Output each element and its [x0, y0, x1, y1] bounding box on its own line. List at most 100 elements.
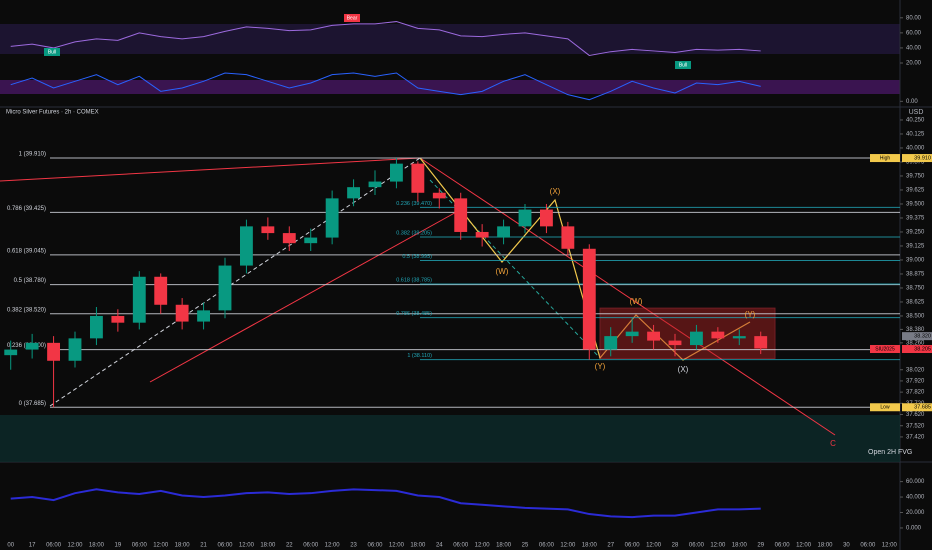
- x-tick-label: 12:00: [710, 543, 726, 549]
- x-tick-label: 18:00: [410, 543, 426, 549]
- trend-line: [10, 488, 761, 519]
- stoch-band: [0, 80, 900, 94]
- y-tick-label: 40.000: [906, 495, 925, 501]
- candle-body: [90, 315, 103, 339]
- candle-body: [497, 226, 510, 238]
- price-badge-tag: [870, 154, 900, 163]
- x-tick-label: 17: [29, 543, 36, 549]
- x-tick-label: 06:00: [453, 543, 469, 549]
- candle-body: [175, 304, 189, 322]
- price-badge: [902, 332, 932, 341]
- price-badge: [902, 345, 932, 354]
- price-badge-tag-label: High: [880, 155, 891, 161]
- fib-label: 1 (38.110): [407, 353, 432, 359]
- signal-box: [344, 14, 360, 22]
- x-tick-label: 30: [843, 543, 850, 549]
- candle-body: [111, 315, 125, 323]
- candle-body: [540, 209, 553, 227]
- y-tick-label: 38.260: [906, 340, 925, 346]
- candle-body: [218, 265, 232, 311]
- candle-body: [647, 331, 660, 341]
- y-tick-label: 38.380: [906, 327, 925, 333]
- y-tick-label: 39.500: [906, 202, 925, 208]
- signal-box: [675, 61, 691, 69]
- x-tick-label: 00: [7, 543, 14, 549]
- x-tick-label: 06:00: [625, 543, 641, 549]
- x-tick-label: 12:00: [67, 543, 83, 549]
- y-tick-label: 37.520: [906, 423, 925, 429]
- price-badge-label: 38.205: [914, 346, 931, 352]
- candle-body: [754, 336, 768, 349]
- candle-body: [4, 349, 18, 356]
- y-tick-label: 40.000: [906, 146, 925, 152]
- y-tick-label: 39.750: [906, 174, 925, 180]
- x-tick-label: 12:00: [796, 543, 812, 549]
- x-tick-label: 21: [200, 543, 207, 549]
- x-tick-label: 06:00: [303, 543, 319, 549]
- y-tick-label: 39.625: [906, 188, 925, 194]
- trendline: [429, 179, 601, 359]
- y-tick-label: 39.875: [906, 160, 925, 166]
- y-tick-label: 60.000: [906, 479, 925, 485]
- candle-body: [390, 163, 403, 182]
- candle-body: [732, 336, 746, 339]
- candle-body: [261, 226, 275, 234]
- y-tick-label: 40.125: [906, 132, 925, 138]
- x-tick-label: 12:00: [325, 543, 341, 549]
- fib-label: 0.382 (38.520): [7, 307, 46, 313]
- x-tick-label: 12:00: [560, 543, 576, 549]
- trendline: [49, 157, 421, 407]
- candle-body: [325, 198, 339, 238]
- chart-title: Micro Silver Futures · 2h · COMEX: [6, 110, 99, 116]
- y-tick-label: 37.820: [906, 390, 925, 396]
- x-tick-label: 06:00: [46, 543, 62, 549]
- fib-label: 0.618 (38.785): [396, 278, 432, 284]
- y-tick-label: 20.00: [906, 61, 922, 67]
- x-tick-label: 18:00: [817, 543, 833, 549]
- x-tick-label: 06:00: [132, 543, 148, 549]
- fib-label: 0.236 (39.470): [396, 201, 432, 207]
- currency: USD: [909, 109, 924, 116]
- y-tick-label: 60.00: [906, 30, 922, 36]
- trendline: [419, 157, 836, 436]
- candle-body: [47, 342, 60, 361]
- x-tick-label: 12:00: [646, 543, 662, 549]
- candle-body: [668, 340, 682, 346]
- price-badge-tag: [870, 345, 900, 354]
- candle-body: [411, 163, 425, 193]
- y-tick-label: 0.000: [906, 526, 922, 532]
- x-tick-label: 12:00: [239, 543, 255, 549]
- y-tick-label: 37.420: [906, 435, 925, 441]
- x-tick-label: 18:00: [260, 543, 276, 549]
- x-tick-label: 27: [607, 543, 614, 549]
- wave-label: (X): [550, 187, 561, 196]
- x-tick-label: 12:00: [389, 543, 405, 549]
- y-tick-label: 39.000: [906, 258, 925, 264]
- candle-body: [368, 181, 382, 188]
- fvg-area: [0, 415, 900, 462]
- x-tick-label: 18:00: [89, 543, 105, 549]
- y-tick-label: 20.000: [906, 510, 925, 516]
- price-badge: [902, 154, 932, 163]
- wave-label: (Y): [595, 362, 606, 371]
- candle-body: [432, 192, 446, 199]
- signal-label: Bull: [679, 62, 687, 68]
- price-badge-label: 39.910: [914, 156, 931, 162]
- x-tick-label: 23: [350, 543, 357, 549]
- candle-body: [711, 331, 725, 339]
- x-tick-label: 18:00: [496, 543, 512, 549]
- wave-label: (W): [496, 267, 509, 276]
- candle-body: [154, 276, 168, 305]
- signal-label: Bear: [347, 15, 358, 21]
- x-tick-label: 06:00: [367, 543, 383, 549]
- price-badge-label: 37.685: [914, 405, 931, 411]
- x-tick-label: 06:00: [860, 543, 876, 549]
- candle-body: [197, 310, 210, 322]
- rsi-band: [0, 24, 900, 54]
- candle-body: [282, 233, 296, 244]
- x-tick-label: 12:00: [475, 543, 491, 549]
- x-tick-label: 28: [672, 543, 679, 549]
- y-tick-label: 38.750: [906, 286, 925, 292]
- wave-label: (X): [678, 365, 689, 374]
